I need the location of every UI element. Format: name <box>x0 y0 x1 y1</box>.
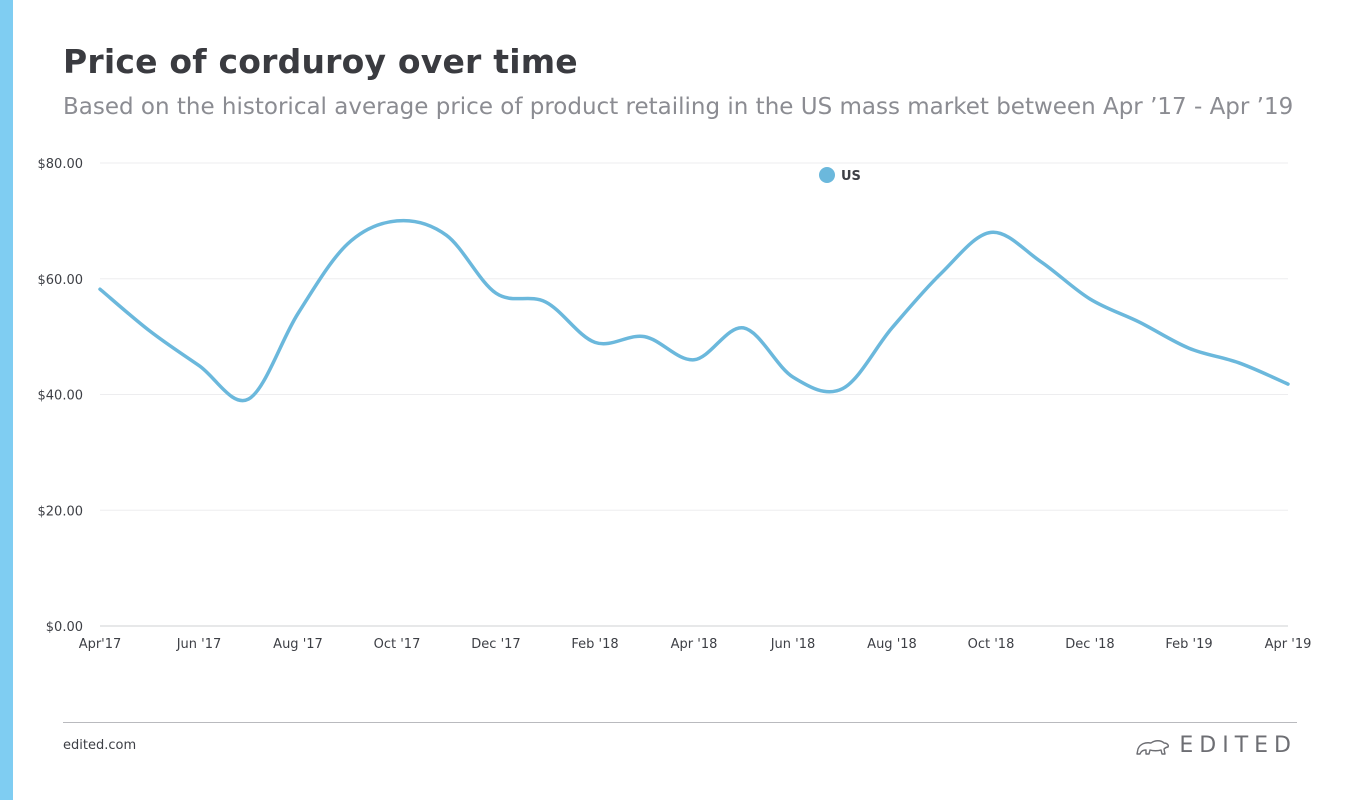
series-line-us <box>98 218 1290 403</box>
data-point[interactable] <box>1282 378 1294 390</box>
x-tick-label: Jun '17 <box>176 637 222 652</box>
data-point[interactable] <box>1084 293 1096 305</box>
chart-title: Price of corduroy over time <box>63 42 578 81</box>
data-point[interactable] <box>787 371 799 383</box>
line-chart: $0.00 $20.00 $40.00 $60.00 $80.00 Apr'17 Jun … <box>38 157 1312 652</box>
grid-lines <box>100 162 1288 627</box>
legend-label[interactable]: US <box>841 169 861 184</box>
data-point[interactable] <box>589 336 601 348</box>
y-tick-label: $60.00 <box>38 273 84 288</box>
x-tick-label: Feb '18 <box>571 637 618 652</box>
data-point[interactable] <box>688 354 700 366</box>
legend: US <box>819 167 861 184</box>
data-point[interactable] <box>936 267 948 279</box>
brand-logo: EDITED <box>1135 733 1297 758</box>
footer-divider <box>63 722 1297 723</box>
x-tick-label: Apr '19 <box>1265 637 1312 652</box>
data-point[interactable] <box>292 307 304 319</box>
data-point[interactable] <box>639 331 651 343</box>
x-tick-label: Oct '17 <box>374 637 421 652</box>
x-tick-label: Oct '18 <box>968 637 1015 652</box>
x-tick-label: Aug '17 <box>273 637 323 652</box>
data-point[interactable] <box>540 296 552 308</box>
data-point[interactable] <box>342 238 354 250</box>
data-point[interactable] <box>441 229 453 241</box>
x-tick-label: Apr '18 <box>671 637 718 652</box>
chart-subtitle: Based on the historical average price of… <box>63 94 1294 120</box>
polar-bear-icon <box>1136 739 1170 755</box>
y-tick-label: $0.00 <box>46 620 83 635</box>
y-tick-label: $40.00 <box>38 389 84 404</box>
x-tick-label: Feb '19 <box>1165 637 1212 652</box>
data-point[interactable] <box>243 393 255 405</box>
data-point[interactable] <box>391 215 403 227</box>
brand-name: EDITED <box>1179 733 1297 758</box>
data-point[interactable] <box>738 322 750 334</box>
data-point[interactable] <box>886 322 898 334</box>
data-point[interactable] <box>985 226 997 238</box>
x-tick-label: Dec '17 <box>471 637 520 652</box>
x-tick-label: Aug '18 <box>867 637 917 652</box>
x-tick-label: Dec '18 <box>1065 637 1114 652</box>
data-point[interactable] <box>193 360 205 372</box>
data-point[interactable] <box>94 283 106 295</box>
data-point[interactable] <box>144 325 156 337</box>
legend-swatch <box>819 167 835 183</box>
y-tick-label: $20.00 <box>38 504 84 519</box>
data-point[interactable] <box>1134 316 1146 328</box>
y-tick-label: $80.00 <box>38 157 84 172</box>
data-point[interactable] <box>1233 357 1245 369</box>
x-axis: Apr'17 Jun '17 Aug '17 Oct '17 Dec '17 Feb '1… <box>79 637 1312 652</box>
y-axis: $0.00 $20.00 $40.00 $60.00 $80.00 <box>38 157 84 635</box>
series-layer <box>94 215 1294 405</box>
footer-site-link[interactable]: edited.com <box>63 738 137 753</box>
accent-bar <box>0 0 13 800</box>
x-tick-label: Jun '18 <box>770 637 816 652</box>
data-point[interactable] <box>1035 255 1047 267</box>
x-tick-label: Apr'17 <box>79 637 122 652</box>
data-point[interactable] <box>837 383 849 395</box>
data-point[interactable] <box>1183 342 1195 354</box>
data-point[interactable] <box>490 287 502 299</box>
